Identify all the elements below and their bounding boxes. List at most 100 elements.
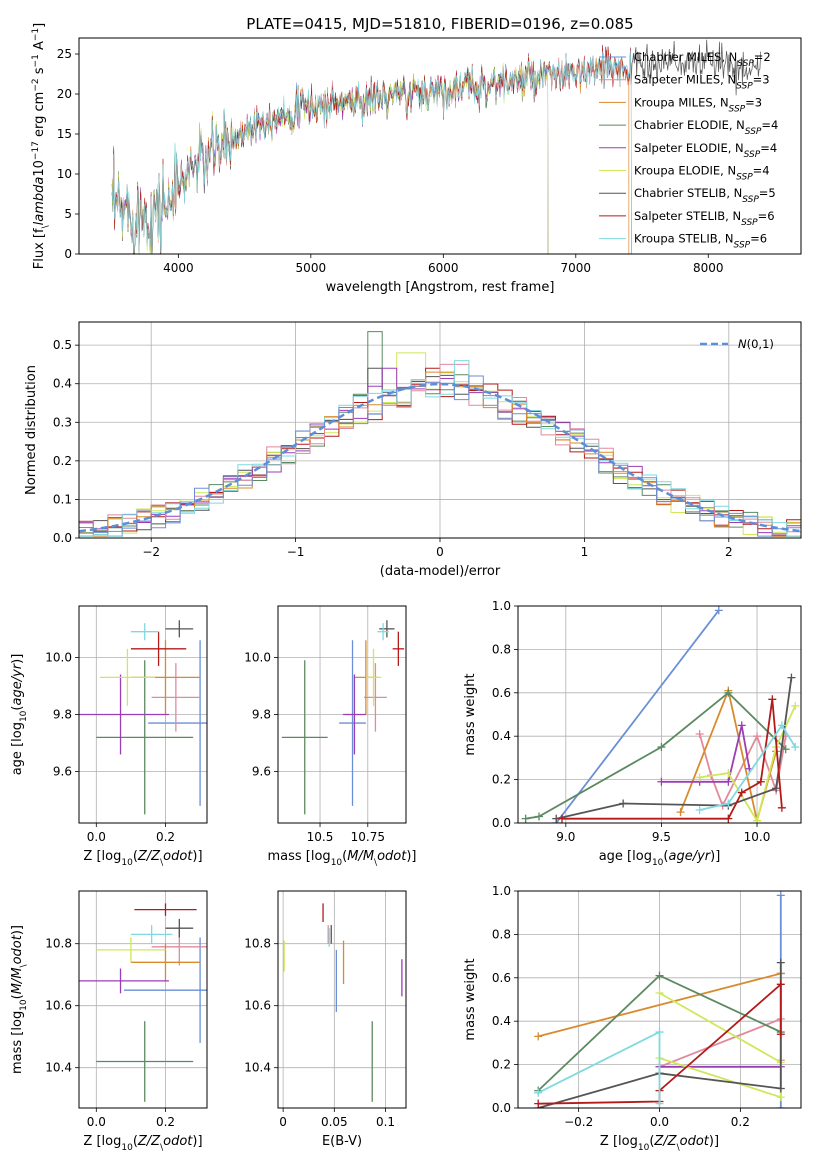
weight-marker <box>521 814 530 823</box>
weight-vs-age-series <box>521 688 790 823</box>
residuals-ytick-label: 0.0 <box>53 531 72 545</box>
mass-vs-ebv-xtick-label: 0.1 <box>376 1115 395 1129</box>
age-vs-mass-errorbar <box>281 660 328 815</box>
weight-marker <box>655 1099 664 1108</box>
weight-line <box>562 699 783 820</box>
weight-vs-age-frame <box>517 605 802 824</box>
age-vs-z-xtick-label: 0.2 <box>156 830 175 844</box>
weight-line <box>699 723 797 811</box>
weight-marker <box>756 777 765 786</box>
age-vs-z-errorbar <box>99 648 156 706</box>
mass-vs-z-errorbar <box>134 903 197 916</box>
weight-marker <box>695 773 704 782</box>
weight-vs-age-series <box>657 721 754 786</box>
weight-vs-z-plot-area <box>534 891 785 1108</box>
age-vs-z-errorbar <box>79 674 169 755</box>
spectrum-axes: 4000 5000 6000 7000 8000 0 5 10 15 20 25 wavelength… <box>31 15 724 295</box>
mass-vs-ebv-errorbar <box>322 903 324 922</box>
weight-marker <box>724 799 733 808</box>
weight-vs-age-series <box>695 721 800 814</box>
mass-vs-z-frame <box>78 890 208 1109</box>
weight-vs-z-ytick-label: 0.8 <box>492 927 511 941</box>
weight-marker <box>768 695 777 704</box>
spectrum-series-line <box>111 53 549 254</box>
mass-vs-ebv-axes: 0 0.05 0.1 10.4 10.6 10.8 E(B-V) <box>244 891 406 1149</box>
weight-vs-z-series <box>534 1028 664 1108</box>
weight-vs-age-xtick-label: 10.0 <box>744 830 771 844</box>
legend-entry: Salpeter STELIB, NSSP=6 <box>634 209 775 228</box>
mass-vs-ebv-errorbar <box>330 925 332 944</box>
legend-entry: Kroupa ELODIE, NSSP=4 <box>634 164 770 183</box>
mass-vs-ebv-ytick-label: 10.4 <box>244 1061 271 1075</box>
weight-vs-age-ytick-label: 1.0 <box>492 599 511 613</box>
mass-vs-ebv-errorbar <box>335 949 338 1012</box>
weight-vs-age-ytick-label: 0.6 <box>492 686 511 700</box>
mass-vs-z-ytick-label: 10.6 <box>45 999 72 1013</box>
weight-marker <box>655 971 664 980</box>
weight-vs-z-xtick-label: 0.2 <box>731 1115 750 1129</box>
weight-vs-age-plot-area <box>521 606 800 823</box>
weight-marker <box>737 788 746 797</box>
age-vs-mass-errorbar <box>392 631 405 666</box>
age-vs-mass-ytick-label: 9.8 <box>252 708 271 722</box>
weight-vs-age-ylabel: mass weight <box>463 673 478 755</box>
legend-entry: Kroupa MILES, NSSP=3 <box>634 95 762 114</box>
mass-vs-z-errorbar <box>130 925 173 944</box>
mass-vs-ebv-xtick-label: 0 <box>279 1115 287 1129</box>
age-vs-mass-errorbar <box>363 663 387 732</box>
spectrum-legend: Chabrier MILES, NSSP=2 Salpeter MILES, NS… <box>599 50 778 251</box>
mass-vs-z-ylabel: mass [log10(M/M\odot)] <box>10 925 29 1074</box>
age-vs-z-errorbar <box>148 640 207 806</box>
weight-vs-age-ytick-label: 0.4 <box>492 729 511 743</box>
weight-marker <box>776 1093 785 1102</box>
weight-vs-z-xlabel: Z [log10(Z/Z\odot)] <box>600 1134 719 1153</box>
mass-vs-z-ytick-label: 10.8 <box>45 937 72 951</box>
weight-marker <box>657 777 666 786</box>
weight-vs-z-ytick-label: 0.2 <box>492 1058 511 1072</box>
weight-marker <box>724 777 733 786</box>
mass-vs-z-xtick-label: 0.2 <box>156 1115 175 1129</box>
age-vs-z-ytick-label: 9.8 <box>53 708 72 722</box>
legend-entry: Salpeter ELODIE, NSSP=4 <box>634 141 777 160</box>
weight-marker <box>776 958 785 967</box>
spectrum-ylabel: Flux [f\lambda10−17 erg cm−2 s−1 A−1] <box>31 23 51 269</box>
legend-entry: Chabrier STELIB, NSSP=5 <box>634 186 776 205</box>
spectrum-frame <box>78 37 802 255</box>
age-vs-mass-errorbar <box>379 620 395 638</box>
weight-marker <box>776 891 785 900</box>
residuals-ytick-label: 0.1 <box>53 492 72 506</box>
residuals-ylabel: Normed distribution <box>24 365 39 495</box>
weight-marker <box>753 732 762 741</box>
weight-vs-z-series <box>655 988 785 1102</box>
age-vs-z-xlabel: Z [log10(Z/Z\odot)] <box>83 849 202 868</box>
residuals-xtick-label: −1 <box>287 545 305 559</box>
spectrum-xtick-label: 4000 <box>163 261 194 275</box>
weight-vs-z-ylabel: mass weight <box>463 958 478 1040</box>
weight-vs-age-series <box>557 695 786 823</box>
mass-vs-z-axes: 0.0 0.2 10.4 10.6 10.8 Z [log10(Z/Z\odot)] mas… <box>10 891 207 1153</box>
weight-marker <box>787 673 796 682</box>
weight-marker <box>557 814 566 823</box>
residuals-xtick-label: 1 <box>581 545 589 559</box>
age-vs-mass-plot-area <box>281 620 405 815</box>
spectrum-xlabel: wavelength [Angstrom, rest frame] <box>326 280 555 295</box>
legend-entry: N(0,1) <box>738 337 774 351</box>
weight-marker <box>737 721 746 730</box>
age-vs-z-errorbar <box>130 623 159 641</box>
age-vs-z-ytick-label: 9.6 <box>53 765 72 779</box>
mass-vs-ebv-errorbar <box>327 925 329 944</box>
mass-vs-z-xtick-label: 0.0 <box>87 1115 106 1129</box>
mass-vs-ebv-ytick-label: 10.6 <box>244 999 271 1013</box>
spectrum-xtick-label: 6000 <box>428 261 459 275</box>
spectrum-series-line <box>111 50 632 254</box>
mass-vs-z-errorbar <box>123 937 207 1043</box>
spectrum-ytick-label: 15 <box>57 127 72 141</box>
age-vs-z-ytick-label: 10.0 <box>45 650 72 664</box>
weight-vs-z-ytick-label: 1.0 <box>492 884 511 898</box>
weight-marker <box>676 808 685 817</box>
residuals-xtick-label: 0 <box>436 545 444 559</box>
mass-vs-z-errorbar <box>79 968 169 994</box>
weight-vs-age-axes: 9.0 9.5 10.0 0.0 0.2 0.4 0.6 0.8 1.0 age [log10(a… <box>463 599 801 868</box>
weight-vs-age-ytick-label: 0.0 <box>492 816 511 830</box>
